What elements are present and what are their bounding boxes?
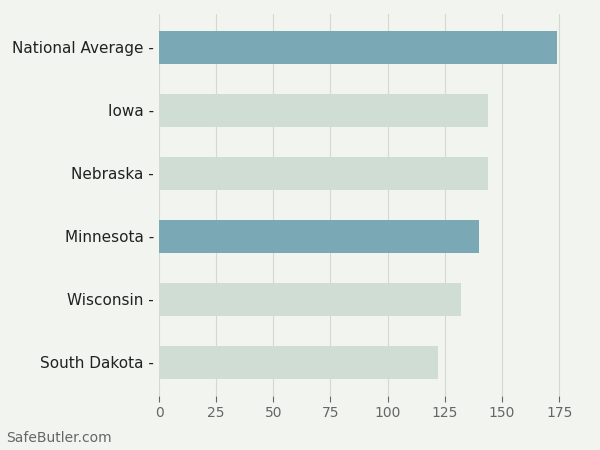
Bar	[159, 157, 488, 189]
Bar	[159, 283, 461, 315]
Bar	[159, 346, 438, 378]
Text: SafeButler.com: SafeButler.com	[6, 432, 112, 446]
Bar	[159, 94, 488, 126]
Bar	[159, 220, 479, 252]
Bar	[159, 31, 557, 63]
